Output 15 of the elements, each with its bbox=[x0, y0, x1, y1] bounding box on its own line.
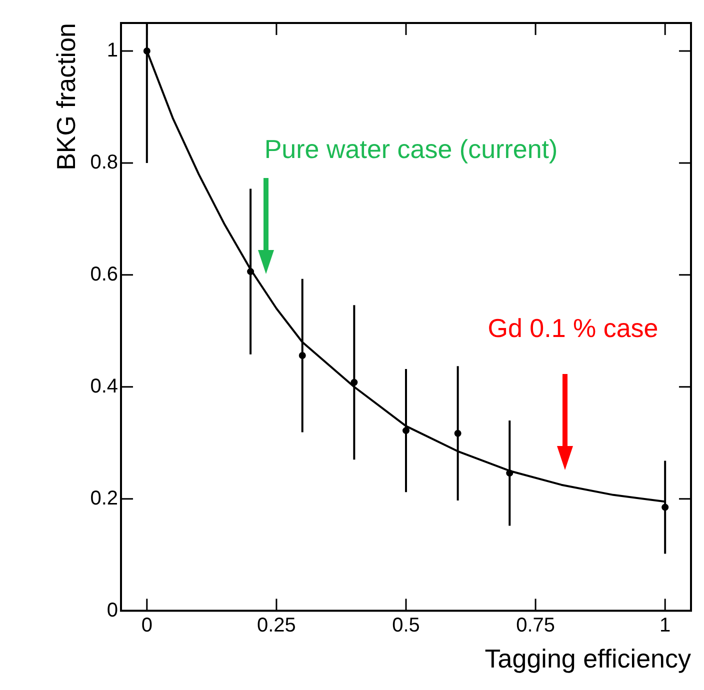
x-axis-title: Tagging efficiency bbox=[484, 644, 691, 674]
x-tick-label: 0.5 bbox=[392, 614, 420, 636]
y-tick-label: 1 bbox=[106, 40, 118, 62]
y-tick-label: 0.8 bbox=[90, 151, 118, 174]
y-tick-label: 0.6 bbox=[90, 263, 118, 286]
annotation: Pure water case (current) bbox=[264, 134, 558, 164]
y-tick-label: 0 bbox=[106, 599, 118, 622]
annotation: Gd 0.1 % case bbox=[488, 313, 658, 344]
x-tick-label: 0.75 bbox=[516, 614, 556, 636]
x-tick-label: 1 bbox=[660, 614, 671, 636]
x-tick-label: 0 bbox=[141, 614, 152, 636]
y-tick-label: 0.4 bbox=[90, 375, 118, 398]
y-axis-title: BKG fraction bbox=[50, 23, 81, 170]
x-tick-label: 0.25 bbox=[256, 614, 296, 636]
y-tick-label: 0.2 bbox=[90, 487, 118, 510]
